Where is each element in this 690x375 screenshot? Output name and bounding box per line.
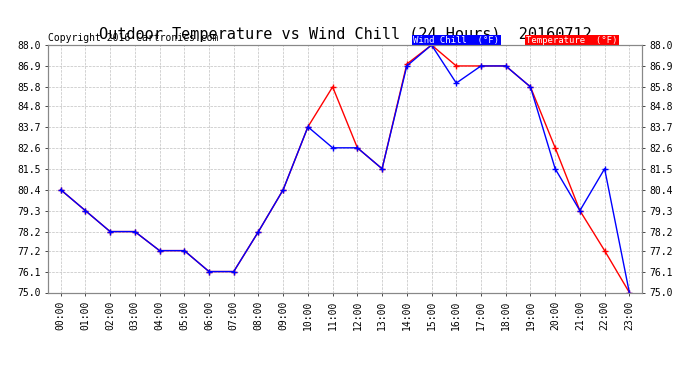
Title: Outdoor Temperature vs Wind Chill (24 Hours)  20160712: Outdoor Temperature vs Wind Chill (24 Ho…: [99, 27, 591, 42]
Text: Copyright 2016 Cartronics.com: Copyright 2016 Cartronics.com: [48, 33, 219, 42]
Text: Temperature  (°F): Temperature (°F): [526, 36, 618, 45]
Text: Wind Chill  (°F): Wind Chill (°F): [413, 36, 500, 45]
